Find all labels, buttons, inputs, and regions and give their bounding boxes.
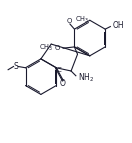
Text: O: O xyxy=(66,18,72,24)
Text: O: O xyxy=(60,79,66,88)
Text: CH$_3$: CH$_3$ xyxy=(75,15,89,25)
Text: C: C xyxy=(56,67,61,73)
Text: OH: OH xyxy=(113,21,125,30)
Text: CH$_3$: CH$_3$ xyxy=(39,42,53,53)
Text: NH$_2$: NH$_2$ xyxy=(78,72,94,84)
Text: S: S xyxy=(13,62,18,71)
Text: O: O xyxy=(55,45,60,51)
